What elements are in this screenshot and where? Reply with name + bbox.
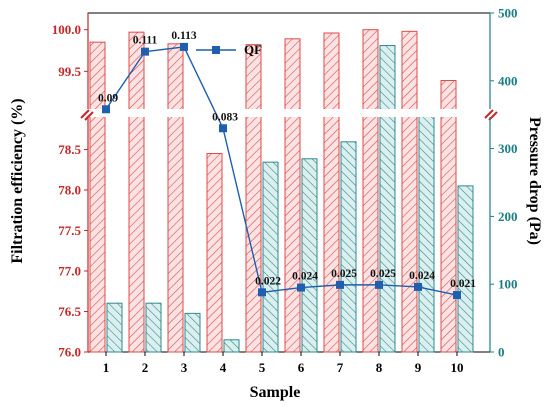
left-tick-label-77.0: 77.0	[58, 263, 81, 278]
right-tick-label-400: 400	[498, 73, 518, 88]
pressure-drop-bar-4	[223, 339, 240, 353]
legend-qf-marker	[212, 46, 220, 54]
legend: QF	[196, 42, 262, 57]
axis-break-slash-2	[84, 111, 94, 121]
right-tick-label-0: 0	[498, 345, 505, 360]
pressure-drop-bar-5	[262, 161, 279, 353]
x-tick-label-4: 4	[220, 360, 227, 375]
pressure-drop-bar-10	[457, 185, 474, 353]
x-tick-label-10: 10	[451, 360, 464, 375]
right-tick-label-300: 300	[498, 141, 518, 156]
qf-label-9: 0.024	[409, 270, 435, 282]
qf-marker-3	[180, 42, 188, 51]
pressure-drop-bar-3	[184, 312, 201, 353]
pressure-drop-bar-1	[106, 302, 123, 353]
legend-qf-label: QF	[244, 42, 262, 57]
efficiency-bar-1	[89, 41, 106, 353]
efficiency-bar-2	[128, 31, 145, 353]
left-tick-label-77.5: 77.5	[58, 223, 81, 238]
x-tick-label-5: 5	[259, 360, 266, 375]
x-tick-label-7: 7	[337, 360, 344, 375]
axis-break-band	[84, 109, 494, 117]
x-tick-label-3: 3	[181, 360, 188, 375]
pressure-drop-bar-2	[145, 302, 162, 353]
left-tick-label-76.5: 76.5	[58, 304, 81, 319]
qf-label-7: 0.025	[331, 268, 357, 280]
efficiency-bar-7	[323, 32, 340, 353]
qf-label-8: 0.025	[370, 268, 396, 280]
qf-label-3: 0.113	[171, 30, 196, 42]
axis-break-slash-1	[80, 109, 90, 119]
x-tick-label-8: 8	[376, 360, 383, 375]
left-tick-label-78.0: 78.0	[58, 182, 81, 197]
qf-series: 0.09 0.111 0.113 0.083 0.022 0.024 0.025 0.025 0…	[98, 30, 476, 300]
qf-marker-6	[297, 283, 305, 292]
qf-marker-9	[414, 282, 422, 291]
left-tick-label-99.5: 99.5	[58, 64, 81, 79]
qf-marker-4	[219, 124, 227, 133]
qf-line	[105, 46, 458, 296]
efficiency-bar-5	[245, 44, 262, 353]
qf-marker-7	[336, 280, 344, 289]
x-axis-title: Sample	[250, 384, 301, 401]
left-axis-title: Filtration efficiency (%)	[9, 98, 26, 263]
left-tick-label-100.0: 100.0	[52, 22, 81, 37]
qf-marker-8	[375, 280, 383, 289]
efficiency-bar-10	[440, 80, 457, 353]
pressure-drop-bars	[106, 45, 474, 353]
x-tick-label-6: 6	[298, 360, 305, 375]
x-tick-label-9: 9	[415, 360, 422, 375]
pressure-drop-bar-8	[379, 45, 396, 353]
right-tick-label-100: 100	[498, 277, 518, 292]
efficiency-bar-4	[206, 153, 223, 353]
pressure-drop-bar-6	[301, 158, 318, 353]
qf-label-2: 0.111	[133, 35, 158, 47]
axis-break-slash-3	[484, 109, 494, 119]
axes: 1 2 3 4 5 6 7 8 9 10 76.0 76.5 77.0 77.5 78.0 78.5 99.5 1…	[52, 6, 518, 376]
right-tick-label-200: 200	[498, 209, 518, 224]
right-axis-title: Pressure drop (Pa)	[526, 117, 543, 245]
efficiency-bar-8	[362, 29, 379, 353]
efficiency-bar-6	[284, 38, 301, 353]
left-tick-label-78.5: 78.5	[58, 142, 81, 157]
efficiency-bar-3	[167, 43, 184, 353]
x-tick-label-1: 1	[103, 360, 110, 375]
efficiency-bar-9	[401, 30, 418, 353]
qf-marker-2	[141, 47, 149, 56]
left-tick-label-76.0: 76.0	[58, 345, 81, 360]
qf-label-1: 0.09	[98, 92, 118, 104]
x-tick-label-2: 2	[142, 360, 149, 375]
qf-marker-10	[453, 291, 461, 300]
pressure-drop-bar-7	[340, 141, 357, 353]
qf-label-5: 0.022	[255, 275, 281, 287]
pressure-drop-bar-9	[418, 109, 435, 353]
qf-label-6: 0.024	[292, 271, 318, 283]
qf-marker-1	[102, 105, 110, 114]
qf-label-10: 0.021	[450, 278, 476, 290]
right-tick-label-500: 500	[498, 6, 518, 21]
qf-marker-5	[258, 288, 266, 297]
qf-label-4: 0.083	[212, 111, 238, 123]
